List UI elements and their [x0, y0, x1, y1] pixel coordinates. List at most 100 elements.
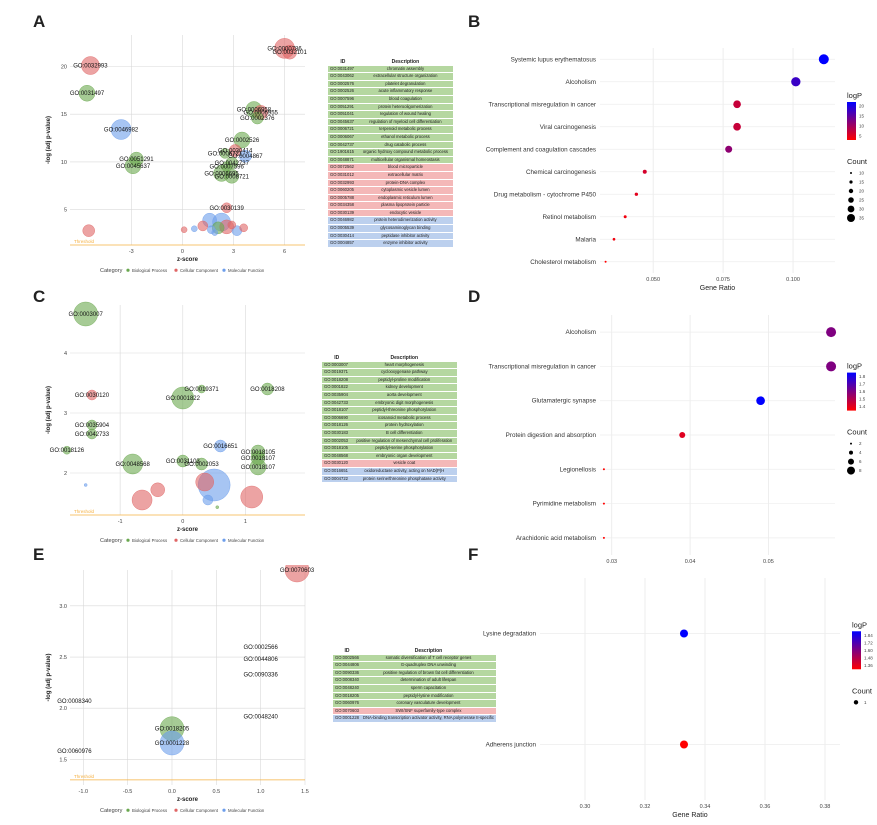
bubble — [211, 229, 218, 236]
plot-area — [70, 35, 305, 245]
count-legend-label: 15 — [859, 180, 865, 185]
bubble — [78, 84, 96, 102]
table-row: GO:0004722 protein serine/threonine phosp… — [322, 475, 457, 484]
bubble-label: GO:0008721 — [215, 174, 250, 180]
y-axis-title: -log (adj p-value) — [46, 116, 52, 164]
category-label: Lysine degradation — [483, 631, 536, 638]
bubble-label: GO:0006721 — [208, 151, 243, 157]
dot — [634, 192, 639, 196]
count-legend-label: 20 — [859, 189, 865, 194]
count-legend-title: Count — [847, 157, 868, 166]
category-label: Complement and coagulation cascades — [486, 146, 596, 153]
go-id-cell: GO:0007596 — [328, 95, 358, 104]
go-id-cell: GO:0046982 — [328, 216, 358, 226]
bubble-label: GO:0000786 — [267, 46, 302, 52]
category-label: Alcoholism — [566, 329, 596, 336]
go-id-cell: GO:0002566 — [333, 654, 361, 663]
logp-legend-tick: 1.72 — [864, 640, 873, 645]
logp-legend-tick: 5 — [859, 134, 862, 139]
table-row: GO:0005539 glycosaminoglycan binding — [328, 224, 453, 233]
table-row: GO:1901615 organic hydroxy compound metab… — [328, 148, 453, 157]
go-description-cell: aorta development — [351, 391, 457, 400]
category-legend-label: Molecular Function — [228, 268, 265, 273]
go-description-cell: peptidyl-threonine phosphorylation — [351, 406, 457, 415]
y-tick-label: 2 — [64, 471, 67, 477]
go-id-cell: GO:0042733 — [322, 399, 352, 408]
table-row: GO:0002526 acute inflammatory response — [328, 87, 453, 96]
dot — [679, 432, 686, 438]
bubble-label: GO:0032101 — [272, 50, 307, 56]
dot — [725, 145, 733, 153]
go-id-cell: GO:0042737 — [328, 141, 358, 150]
table-row: GO:0001822 kidney development — [322, 383, 457, 392]
bubble-label: GO:0030139 — [209, 206, 244, 212]
go-id-cell: GO:0001822 — [322, 383, 352, 392]
bubble-label: GO:0042733 — [75, 432, 110, 438]
y-tick-label: 1.5 — [59, 757, 67, 763]
count-legend-label: 25 — [859, 198, 865, 203]
x-tick-label: 0.03 — [606, 559, 617, 565]
dot — [602, 468, 605, 471]
bubble-chart-c: -1 0 1 2 3 4 Threshold GO:0003007 GO:0030120 GO:0… — [46, 301, 305, 544]
bubble — [86, 389, 98, 401]
bubble — [224, 169, 240, 184]
category-label: Glutamatergic synapse — [532, 398, 597, 405]
logp-colorbar — [852, 631, 861, 670]
go-description-cell: heart morphogenesis — [351, 361, 457, 370]
count-legend-dot — [848, 188, 854, 194]
bubble-label: GO:0003007 — [68, 312, 103, 318]
table-row: GO:0031497 chromatin assembly — [328, 65, 453, 74]
go-id-cell: GO:0030414 — [328, 232, 358, 241]
bubble — [197, 220, 209, 232]
go-id-cell: GO:0030183 — [322, 429, 352, 438]
go-table-c: ID Description GO:0003007 heart morphogenes… — [322, 355, 457, 484]
category-label: Cholesterol metabolism — [530, 259, 596, 266]
go-id-cell: GO:0090336 — [333, 669, 361, 678]
bubble-label: GO:0044806 — [243, 657, 278, 663]
go-description-cell: peptidyl-serine phosphorylation — [351, 444, 457, 453]
go-id-cell: GO:0031012 — [328, 171, 358, 180]
x-tick-label: 1.5 — [301, 789, 309, 795]
panel-label-d: D — [468, 287, 481, 306]
x-axis-title: Gene Ratio — [700, 285, 736, 290]
count-legend-dot — [847, 466, 855, 475]
table-header-cell: ID — [333, 648, 361, 655]
go-description-cell: drug catabolic process — [357, 141, 453, 150]
go-description-cell: peptidyl-lysine modification — [360, 692, 496, 701]
table-row: GO:0070603 SWI/SNF superfamily-type compl… — [333, 707, 496, 716]
go-description-cell: terpenoid metabolic process — [357, 125, 453, 134]
table-row: GO:0018107 peptidyl-threonine phosphoryla… — [322, 406, 457, 415]
category-label: Retinol metabolism — [542, 214, 596, 221]
x-tick-label: 0 — [181, 249, 184, 255]
logp-legend-tick: 1.48 — [864, 655, 873, 660]
category-label: Malaria — [575, 236, 596, 243]
go-description-cell: embryonic organ development — [351, 452, 457, 461]
go-id-cell: GO:0004857 — [328, 239, 358, 248]
logp-legend-tick: 10 — [859, 124, 865, 129]
table-row: GO:0030183 B cell differentiation — [322, 429, 457, 438]
count-legend-dot — [848, 197, 854, 203]
bubble — [176, 454, 190, 468]
table-row: GO:0046982 protein heterodimerization act… — [328, 216, 453, 226]
category-legend-dot — [126, 808, 130, 812]
y-axis-title: -log (adj p-value) — [46, 653, 52, 701]
x-tick-label: 0.075 — [716, 277, 730, 283]
table-row: GO:0003007 heart morphogenesis — [322, 361, 457, 370]
go-id-cell: GO:0001228 — [333, 714, 361, 723]
go-id-cell: GO:0002053 — [322, 437, 352, 446]
go-description-cell: cytoplasmic vesicle lumen — [357, 186, 453, 195]
go-table-a: ID Description GO:0031497 chromatin assembl… — [328, 59, 453, 248]
go-description-cell: protein serine/threonine phosphatase act… — [351, 475, 457, 484]
table-row: GO:0018205 peptidyl-lysine modification — [333, 692, 496, 701]
table-header-cell: ID — [322, 355, 352, 362]
bubble-label: GO:0006695 — [204, 171, 239, 177]
table-row: GO:0031012 extracellular matrix — [328, 171, 453, 180]
y-tick-label: 20 — [61, 65, 67, 71]
bubble — [282, 44, 297, 60]
dot — [826, 327, 837, 338]
x-tick-label: 0.050 — [646, 277, 660, 283]
y-tick-label: 3 — [64, 411, 67, 417]
bubble — [219, 148, 231, 159]
bubble — [249, 458, 267, 476]
bubble — [284, 565, 310, 583]
